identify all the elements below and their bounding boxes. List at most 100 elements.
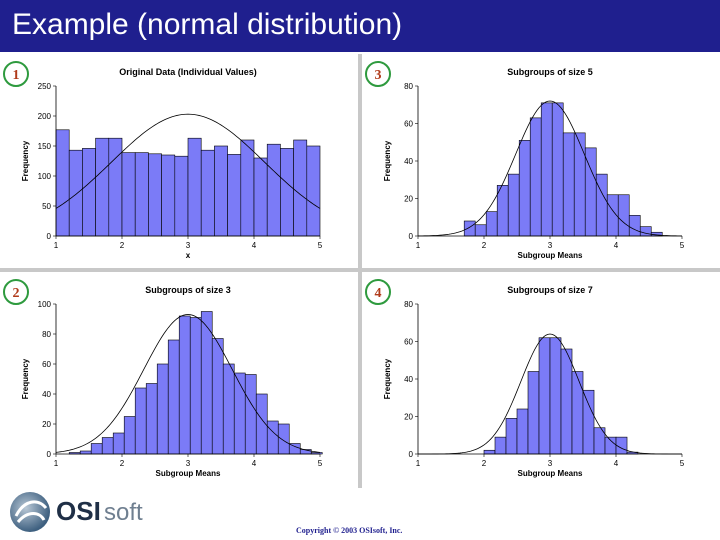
panel-badge: 3: [365, 61, 391, 87]
histogram-bar: [222, 363, 235, 455]
histogram-bar: [167, 339, 180, 455]
histogram-bar: [187, 137, 202, 237]
histogram-bar: [483, 449, 496, 455]
panel-badge: 2: [3, 279, 29, 305]
y-tick-label: 80: [404, 82, 413, 91]
histogram-bar: [615, 436, 628, 455]
histogram-bar: [108, 137, 123, 237]
x-tick-label: 2: [482, 241, 487, 250]
x-tick-label: 2: [482, 459, 487, 468]
normal-curve: [55, 113, 321, 209]
histogram-bar: [306, 145, 321, 237]
x-tick-label: 3: [548, 241, 553, 250]
y-tick-label: 20: [404, 413, 413, 422]
x-axis-label: Subgroup Means: [518, 251, 583, 260]
histogram-bar: [518, 140, 531, 237]
x-axis-label: Subgroup Means: [156, 469, 221, 478]
x-tick-label: 3: [186, 459, 191, 468]
histogram-bar: [211, 338, 224, 455]
histogram-bar: [174, 155, 189, 237]
y-tick-label: 40: [404, 375, 413, 384]
histogram-bar: [293, 139, 308, 237]
histogram-bar: [200, 149, 215, 237]
histogram-bar: [82, 148, 96, 237]
histogram-bar: [240, 139, 255, 237]
x-tick-label: 4: [614, 459, 619, 468]
x-tick-label: 4: [252, 459, 257, 468]
y-tick-label: 100: [38, 300, 52, 309]
title-bar: Example (normal distribution): [0, 0, 720, 52]
y-tick-label: 200: [38, 112, 52, 121]
y-tick-label: 0: [47, 450, 52, 459]
normal-curve: [417, 100, 683, 237]
histogram-bar: [214, 145, 228, 237]
histogram-bar: [266, 420, 279, 455]
histogram-bar: [496, 185, 509, 237]
histogram-bar: [280, 148, 294, 237]
panel-badge-number: 2: [13, 286, 20, 301]
copyright-text: Copyright © 2003 OSIsoft, Inc.: [296, 526, 403, 535]
chart-title: Original Data (Individual Values): [119, 67, 257, 77]
histogram-bar: [617, 194, 630, 237]
logo-text-light: soft: [104, 499, 143, 526]
x-axis-label: Subgroup Means: [518, 469, 583, 478]
panel-badge: 1: [3, 61, 29, 87]
histogram-bar: [121, 152, 136, 237]
bars: [68, 311, 323, 455]
x-tick-label: 1: [54, 241, 59, 250]
x-tick-label: 1: [54, 459, 59, 468]
histogram-bar: [200, 311, 213, 455]
y-tick-label: 80: [42, 330, 51, 339]
histogram-bar: [161, 154, 176, 237]
chart-title: Subgroups of size 7: [507, 285, 593, 295]
histogram-bar: [538, 337, 551, 455]
y-tick-label: 20: [404, 195, 413, 204]
x-tick-label: 4: [614, 241, 619, 250]
histogram-bar: [244, 374, 257, 455]
histogram-bar: [266, 143, 281, 237]
histogram-bar: [55, 129, 70, 237]
osisoft-logo: OSI soft: [8, 490, 168, 539]
histogram-svg: Subgroups of size 5 3 0 20 40 60 80 1 2 3 4 5 Subgro…: [365, 61, 685, 260]
normal-curve: [417, 333, 683, 455]
histogram-bar: [527, 371, 540, 455]
histogram-bar: [145, 383, 158, 455]
histogram-bar: [529, 117, 542, 237]
histogram-bar: [551, 102, 564, 237]
histogram-bar: [123, 416, 136, 455]
panel-divider-horizontal: [0, 268, 720, 272]
chart-panel-size7: Subgroups of size 7 4 0 20 40 60 80 1 2 3 4 5 Subgro…: [362, 272, 720, 486]
x-tick-label: 2: [120, 241, 125, 250]
panel-badge: 4: [365, 279, 391, 305]
x-axis-label: x: [186, 251, 191, 260]
histogram-bar: [233, 372, 246, 455]
x-tick-label: 1: [416, 241, 421, 250]
histogram-bar: [639, 226, 652, 237]
y-axis-label: Frequency: [383, 358, 392, 399]
histogram-bar: [485, 211, 498, 237]
y-tick-label: 150: [38, 142, 52, 151]
histogram-bar: [112, 432, 125, 455]
chart-panel-size3: Subgroups of size 3 2 0 20 40 60 80 100 1 2 3 4 5 Sub…: [0, 272, 358, 486]
y-tick-label: 60: [404, 338, 413, 347]
histogram-bar: [463, 220, 476, 237]
y-tick-label: 0: [47, 232, 52, 241]
histogram-bar: [571, 371, 584, 455]
y-tick-label: 0: [409, 232, 414, 241]
bars: [463, 102, 663, 237]
histogram-bar: [101, 437, 114, 455]
y-tick-label: 40: [404, 157, 413, 166]
histogram-bar: [549, 337, 562, 455]
histogram-bar: [582, 389, 595, 455]
histogram-bar: [156, 363, 169, 455]
histogram-bar: [505, 418, 518, 455]
x-tick-label: 2: [120, 459, 125, 468]
histogram-bar: [178, 315, 191, 455]
y-tick-label: 50: [42, 202, 51, 211]
histogram-svg: Original Data (Individual Values)1050100…: [3, 61, 323, 260]
x-tick-label: 5: [680, 241, 685, 250]
histogram-bar: [253, 157, 268, 237]
logo-globe-icon: [10, 492, 50, 532]
